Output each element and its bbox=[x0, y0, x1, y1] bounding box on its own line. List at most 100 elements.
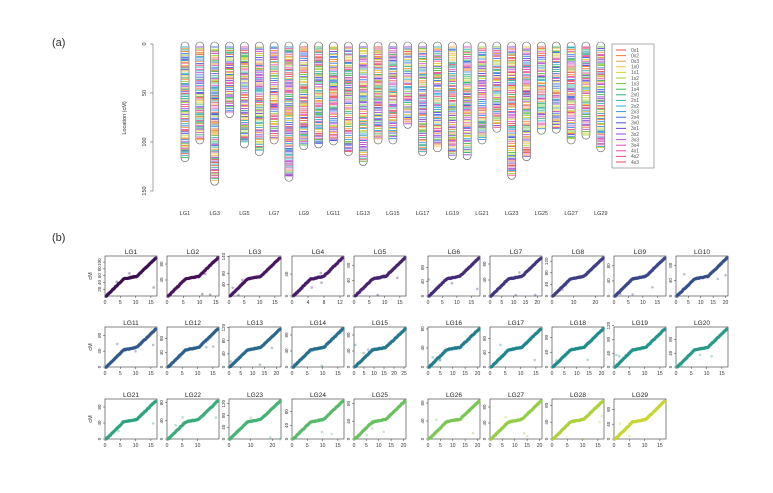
y-tick-label: 40 bbox=[606, 350, 611, 356]
legend-label: 1x1 bbox=[631, 70, 639, 76]
linkage-group-lg12 bbox=[344, 41, 353, 157]
y-tick-label: 40 bbox=[420, 418, 425, 424]
x-tick-label: 5 bbox=[243, 300, 246, 306]
y-tick-label: 0 bbox=[544, 437, 549, 440]
y-tick-label: 40 bbox=[221, 282, 226, 288]
subplot-title: LG16 bbox=[446, 320, 462, 327]
y-tick-label: 150 bbox=[142, 186, 148, 195]
x-tick-label: 0 bbox=[166, 443, 169, 449]
x-tick-label: 0 bbox=[104, 371, 107, 377]
plot-frame bbox=[291, 398, 345, 440]
y-tick-label: 80 bbox=[544, 402, 549, 408]
plot-frame bbox=[104, 255, 158, 297]
x-tick-label: 5 bbox=[306, 443, 309, 449]
x-tick-label: LG27 bbox=[564, 211, 577, 217]
outlier-point bbox=[179, 355, 182, 359]
subplot-title: LG9 bbox=[634, 249, 647, 256]
x-tick-label: 5 bbox=[368, 300, 371, 306]
x-tick-label: 5 bbox=[563, 371, 566, 377]
x-tick-label: 10 bbox=[195, 371, 201, 377]
x-tick-label: 15 bbox=[462, 443, 468, 449]
x-tick-label: 15 bbox=[148, 300, 154, 306]
x-tick-label: LG5 bbox=[239, 211, 249, 217]
panel-a-label: (a) bbox=[52, 37, 66, 49]
x-tick-label: 20 bbox=[534, 300, 540, 306]
outlier-point bbox=[231, 286, 234, 289]
x-tick-label: 20 bbox=[273, 371, 279, 377]
y-tick-label: 0 bbox=[420, 294, 425, 297]
plot-frame bbox=[551, 255, 605, 297]
subplot-lg4: LG4 0 4 8 12 0 40 bbox=[284, 249, 345, 306]
subplot-title: LG21 bbox=[123, 392, 139, 399]
y-tick-label: 80 bbox=[221, 412, 226, 418]
x-tick-label: 0 bbox=[104, 300, 107, 306]
outlier-point bbox=[214, 416, 218, 419]
data-point bbox=[341, 399, 345, 403]
subplot-lg28: LG28 0 5 10 15 0 40 80 bbox=[544, 392, 605, 449]
linkage-group-lg1 bbox=[180, 41, 190, 162]
y-tick-label: 0 bbox=[606, 365, 611, 368]
subplot-title: LG27 bbox=[508, 392, 524, 399]
subplot-title: LG29 bbox=[632, 392, 648, 399]
outlier-point bbox=[533, 293, 537, 297]
legend-label: 0x3 bbox=[631, 59, 639, 65]
plot-frame bbox=[551, 398, 605, 440]
data-point bbox=[340, 256, 344, 260]
outlier-point bbox=[241, 278, 244, 282]
legend-label: 2x3 bbox=[631, 109, 639, 115]
x-tick-label: 5 bbox=[119, 371, 122, 377]
x-tick-label: LG21 bbox=[475, 211, 488, 217]
x-tick-label: 5 bbox=[504, 371, 507, 377]
plot-frame bbox=[613, 255, 667, 297]
subplot-lg21: LG21 0 5 10 15 0 40 80 bbox=[97, 392, 158, 449]
x-tick-label: 0 bbox=[353, 371, 356, 377]
y-tick-label: 80 bbox=[221, 270, 226, 276]
subplot-title: LG28 bbox=[570, 392, 586, 399]
data-point bbox=[601, 327, 605, 331]
x-tick-label: 0 bbox=[675, 371, 678, 377]
outlier-point bbox=[533, 358, 537, 362]
y-tick-label: 40 bbox=[97, 420, 102, 426]
y-tick-label: 80 bbox=[346, 400, 351, 406]
legend-label: 4x3 bbox=[631, 160, 639, 166]
plot-frame bbox=[613, 326, 667, 368]
outlier-point bbox=[174, 423, 177, 427]
x-tick-label: 5 bbox=[119, 300, 122, 306]
data-point bbox=[477, 256, 481, 260]
plot-frame bbox=[427, 255, 481, 297]
y-tick-label: 0 bbox=[221, 437, 226, 440]
x-tick-label: LG17 bbox=[416, 211, 429, 217]
outlier-point bbox=[562, 284, 566, 287]
plot-frame bbox=[427, 326, 481, 368]
subplot-lg8: LG8 0 10 20 0 40 80 120 bbox=[544, 249, 605, 306]
outlier-point bbox=[582, 437, 585, 441]
y-tick-label: 120 bbox=[221, 399, 226, 407]
data-point bbox=[341, 327, 345, 331]
subplot-lg19: LG19 0 5 10 15 0 40 80 120 bbox=[606, 320, 667, 377]
y-tick-label: 0 bbox=[97, 365, 102, 368]
subplot-title: LG23 bbox=[247, 392, 263, 399]
legend-label: 3x3 bbox=[631, 137, 639, 143]
subplot-lg13: LG13 0 5 10 15 20 0 40 80 120 bbox=[221, 320, 282, 377]
plot-frame bbox=[353, 255, 407, 297]
outlier-point bbox=[724, 273, 727, 277]
subplot-lg11: LG11 0 5 10 15 0 40 80 bbox=[97, 320, 158, 377]
x-tick-label: 0 bbox=[551, 300, 554, 306]
outlier-point bbox=[396, 276, 399, 280]
outlier-point bbox=[525, 434, 529, 438]
linkage-map-chart: 0 50 100 150 Location (cM) LG1 LG3 LG5 LG7 LG9 LG1… bbox=[122, 41, 655, 217]
y-tick-label: 80 bbox=[606, 336, 611, 342]
outlier-point bbox=[615, 353, 618, 357]
y-tick-label: 80 bbox=[606, 263, 611, 269]
y-tick-label: 40 bbox=[606, 278, 611, 284]
x-tick-label: 15 bbox=[657, 371, 663, 377]
x-tick-label: 20 bbox=[270, 443, 276, 449]
outlier-point bbox=[630, 420, 634, 423]
legend-label: 2x0 bbox=[631, 93, 639, 99]
y-tick-label: 140 bbox=[221, 252, 226, 260]
y-tick-label: 0 bbox=[284, 437, 289, 440]
y-tick-label: 40 bbox=[346, 348, 351, 354]
x-tick-label: 10 bbox=[376, 443, 382, 449]
subplot-lg24: LG24 0 5 10 15 0 40 80 bbox=[284, 392, 345, 449]
x-tick-label: 15 bbox=[710, 300, 716, 306]
